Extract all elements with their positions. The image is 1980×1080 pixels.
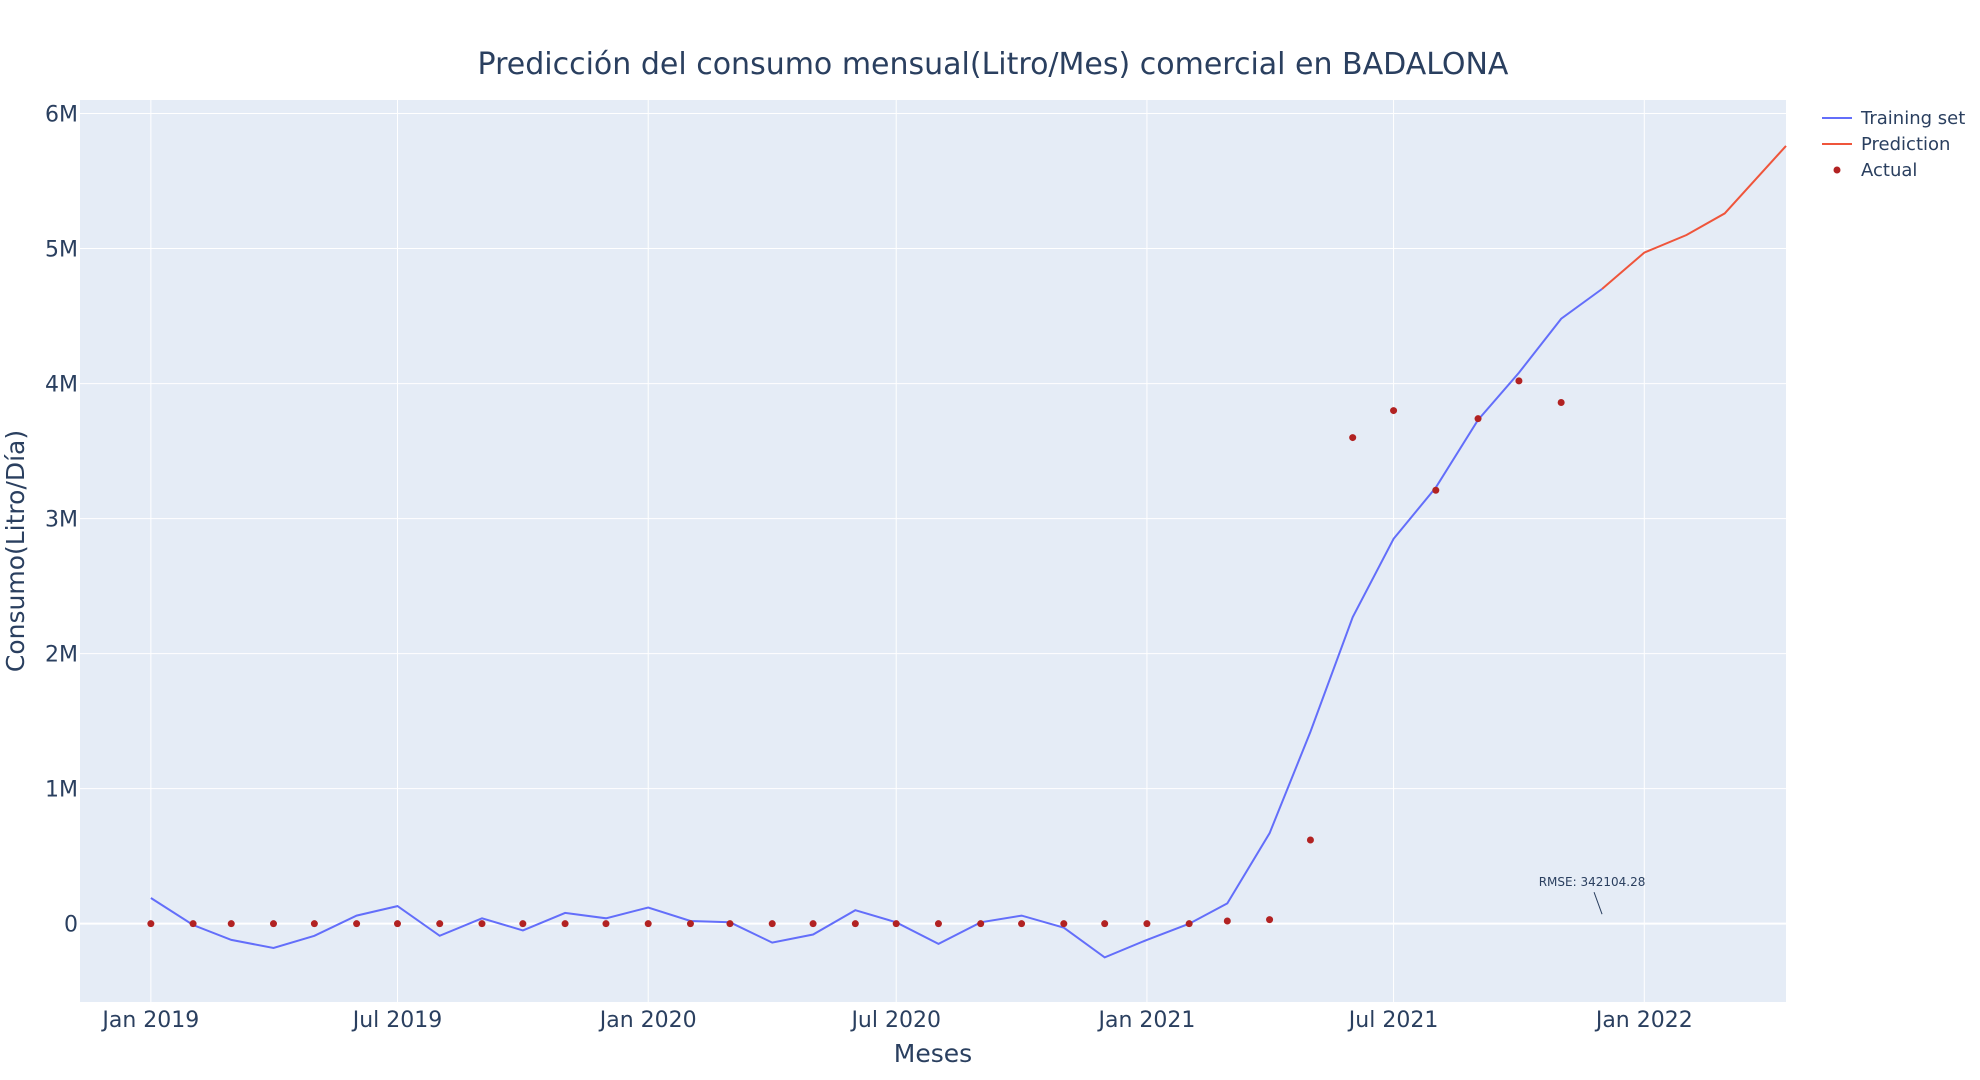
actual-point	[478, 920, 486, 928]
actual-point	[602, 920, 610, 928]
actual-point	[768, 920, 776, 928]
x-tick-label: Jan 2020	[598, 1008, 697, 1033]
legend: Training set Prediction Actual	[1822, 108, 1965, 181]
actual-point	[227, 920, 235, 928]
actual-point	[644, 920, 652, 928]
y-tick-label: 5M	[45, 238, 78, 263]
x-axis-ticks: Jan 2019 Jul 2019 Jan 2020 Jul 2020 Jan 2021…	[100, 1008, 1692, 1033]
actual-point	[1101, 920, 1109, 928]
legend-item-prediction[interactable]: Prediction	[1822, 134, 1950, 155]
legend-label: Training set	[1860, 108, 1965, 129]
series-lines	[150, 145, 1787, 959]
annotation-arrow	[1593, 892, 1603, 915]
legend-label: Actual	[1861, 160, 1917, 181]
x-tick-label: Jul 2020	[849, 1008, 941, 1033]
actual-point	[934, 920, 942, 928]
x-tick-label: Jul 2019	[351, 1008, 443, 1033]
actual-point	[1474, 415, 1482, 423]
actual-point	[1515, 377, 1523, 385]
actual-point	[1266, 916, 1274, 924]
rmse-annotation: RMSE: 342104.28	[1539, 875, 1646, 889]
actual-point	[1143, 920, 1151, 928]
actual-point	[977, 920, 985, 928]
training-set-line	[150, 288, 1603, 959]
x-tick-label: Jan 2019	[100, 1008, 199, 1033]
actual-point	[1390, 407, 1398, 415]
actual-point	[393, 920, 401, 928]
y-tick-label: 0	[64, 913, 78, 938]
series-points	[147, 377, 1565, 928]
prediction-line	[1601, 145, 1787, 290]
actual-point	[726, 920, 734, 928]
legend-item-training-set[interactable]: Training set	[1822, 108, 1965, 129]
legend-item-actual[interactable]: Actual	[1833, 160, 1918, 181]
actual-point	[1060, 920, 1068, 928]
actual-point	[892, 920, 900, 928]
x-tick-label: Jan 2021	[1096, 1008, 1195, 1033]
y-tick-label: 4M	[45, 373, 78, 398]
actual-point	[1306, 836, 1314, 844]
actual-point	[561, 920, 569, 928]
actual-point	[436, 920, 444, 928]
x-axis-title: Meses	[894, 1039, 972, 1068]
actual-point	[310, 920, 318, 928]
actual-point	[1432, 486, 1440, 494]
y-tick-label: 1M	[45, 778, 78, 803]
actual-point	[269, 920, 277, 928]
actual-point	[189, 920, 197, 928]
actual-point	[686, 920, 694, 928]
actual-point	[1223, 917, 1231, 925]
grid	[80, 100, 1786, 1002]
actual-point	[809, 920, 817, 928]
actual-point	[353, 920, 361, 928]
chart-title: Predicción del consumo mensual(Litro/Mes…	[478, 47, 1509, 82]
x-tick-label: Jan 2022	[1594, 1008, 1693, 1033]
x-tick-label: Jul 2021	[1347, 1008, 1439, 1033]
y-tick-label: 2M	[45, 643, 78, 668]
y-axis-ticks: 0 1M 2M 3M 4M 5M 6M	[45, 103, 78, 938]
actual-point	[519, 920, 527, 928]
y-tick-label: 3M	[45, 508, 78, 533]
actual-point	[1185, 920, 1193, 928]
y-axis-title: Consumo(Litro/Día)	[1, 430, 30, 672]
annotations: RMSE: 342104.28	[1539, 875, 1646, 915]
legend-label: Prediction	[1861, 134, 1950, 155]
actual-point	[1349, 434, 1357, 442]
actual-point	[851, 920, 859, 928]
actual-point	[1018, 920, 1026, 928]
plot-background	[80, 100, 1786, 1002]
actual-point	[1557, 398, 1565, 406]
legend-swatch	[1833, 166, 1841, 174]
y-tick-label: 6M	[45, 103, 78, 128]
actual-point	[147, 920, 155, 928]
